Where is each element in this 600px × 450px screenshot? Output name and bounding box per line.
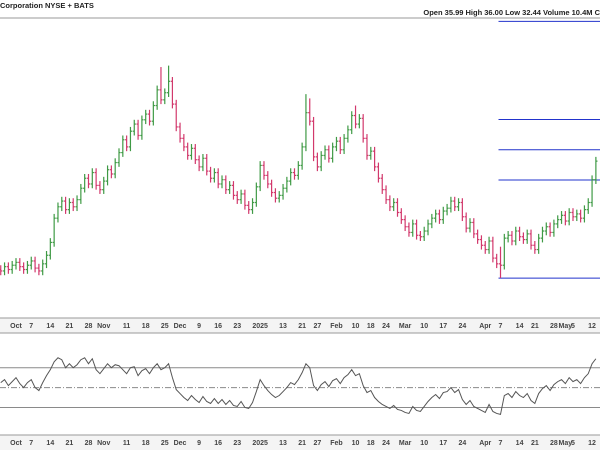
x-tick-label: 21 bbox=[298, 440, 306, 447]
x-tick-label: 2025 bbox=[252, 323, 268, 330]
x-tick-label: 10 bbox=[420, 440, 428, 447]
x-tick-label: May bbox=[559, 323, 573, 330]
x-tick-label: 17 bbox=[439, 440, 447, 447]
x-tick-label: 14 bbox=[46, 440, 54, 447]
x-tick-label: 21 bbox=[531, 323, 539, 330]
header-quote: Open 35.99 High 36.00 Low 32.44 Volume 1… bbox=[423, 8, 600, 17]
x-tick-label: 16 bbox=[214, 440, 222, 447]
x-tick-label: 2025 bbox=[252, 440, 268, 447]
x-tick-label: 27 bbox=[313, 323, 321, 330]
x-tick-label: Feb bbox=[330, 440, 342, 447]
x-tick-label: 7 bbox=[499, 440, 503, 447]
x-tick-label: 9 bbox=[197, 440, 201, 447]
x-tick-label: 18 bbox=[142, 323, 150, 330]
x-tick-label: 14 bbox=[516, 323, 524, 330]
x-tick-label: 28 bbox=[550, 440, 558, 447]
x-tick-label: Mar bbox=[399, 440, 412, 447]
x-tick-label: 11 bbox=[123, 440, 131, 447]
x-tick-label: 10 bbox=[352, 323, 360, 330]
axis-strip bbox=[0, 435, 600, 450]
x-tick-label: 21 bbox=[66, 323, 74, 330]
x-tick-label: 25 bbox=[161, 440, 169, 447]
x-tick-label: 12 bbox=[588, 440, 596, 447]
x-tick-label: Apr bbox=[479, 440, 491, 447]
x-tick-label: Dec bbox=[174, 440, 187, 447]
x-tick-label: 24 bbox=[382, 323, 390, 330]
x-tick-label: 23 bbox=[233, 323, 241, 330]
x-tick-label: 25 bbox=[161, 323, 169, 330]
x-tick-label: 13 bbox=[279, 323, 287, 330]
x-tick-label: 21 bbox=[531, 440, 539, 447]
x-tick-label: 24 bbox=[458, 440, 466, 447]
x-tick-label: Oct bbox=[10, 440, 22, 447]
x-tick-label: Feb bbox=[330, 323, 342, 330]
x-tick-label: 28 bbox=[85, 440, 93, 447]
x-tick-label: Oct bbox=[10, 323, 22, 330]
x-tick-label: Apr bbox=[479, 323, 491, 330]
header-symbol: Corporation NYSE + BATS bbox=[0, 1, 94, 10]
x-tick-label: Nov bbox=[97, 323, 110, 330]
x-tick-label: 10 bbox=[352, 440, 360, 447]
x-tick-label: 21 bbox=[66, 440, 74, 447]
x-tick-label: May bbox=[559, 440, 573, 447]
x-tick-label: 18 bbox=[367, 323, 375, 330]
x-tick-label: 5 bbox=[571, 440, 575, 447]
x-tick-label: 21 bbox=[298, 323, 306, 330]
x-tick-label: 27 bbox=[313, 440, 321, 447]
x-tick-label: 14 bbox=[46, 323, 54, 330]
x-tick-label: 16 bbox=[214, 323, 222, 330]
x-tick-label: 7 bbox=[499, 323, 503, 330]
x-tick-label: 13 bbox=[279, 440, 287, 447]
x-tick-label: 7 bbox=[29, 323, 33, 330]
x-tick-label: 23 bbox=[233, 440, 241, 447]
x-tick-label: 7 bbox=[29, 440, 33, 447]
x-tick-label: 17 bbox=[439, 323, 447, 330]
axis-strip bbox=[0, 318, 600, 333]
x-tick-label: 14 bbox=[516, 440, 524, 447]
x-tick-label: 24 bbox=[382, 440, 390, 447]
x-tick-label: 18 bbox=[367, 440, 375, 447]
indicator-line bbox=[0, 357, 597, 416]
x-tick-label: 12 bbox=[588, 323, 596, 330]
x-tick-label: 10 bbox=[420, 323, 428, 330]
x-tick-label: Nov bbox=[97, 440, 110, 447]
x-tick-label: Dec bbox=[174, 323, 187, 330]
x-tick-label: Mar bbox=[399, 323, 412, 330]
x-tick-label: 28 bbox=[85, 323, 93, 330]
x-tick-label: 28 bbox=[550, 323, 558, 330]
x-tick-label: 11 bbox=[123, 323, 131, 330]
x-tick-label: 24 bbox=[458, 323, 466, 330]
x-tick-label: 18 bbox=[142, 440, 150, 447]
x-tick-label: 9 bbox=[197, 323, 201, 330]
x-tick-label: 5 bbox=[571, 323, 575, 330]
